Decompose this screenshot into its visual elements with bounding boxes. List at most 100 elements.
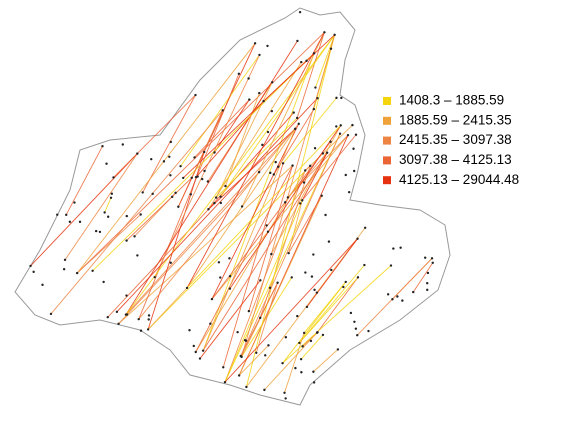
- node: [147, 318, 150, 321]
- flow-line: [214, 99, 250, 153]
- node: [109, 196, 113, 199]
- node: [301, 345, 304, 348]
- node: [423, 256, 427, 259]
- node: [201, 349, 205, 352]
- flow-line: [199, 280, 261, 359]
- flow-line: [76, 31, 325, 274]
- node: [320, 194, 323, 197]
- node: [329, 47, 333, 50]
- node: [207, 208, 210, 211]
- node: [188, 329, 191, 332]
- node: [270, 252, 273, 256]
- node: [302, 181, 306, 184]
- node: [139, 329, 143, 332]
- flow-line: [241, 277, 293, 358]
- node: [313, 147, 317, 150]
- node: [194, 93, 197, 97]
- node: [213, 151, 216, 154]
- flow-line: [246, 227, 366, 388]
- node: [151, 192, 154, 196]
- node: [292, 111, 295, 114]
- node: [262, 99, 265, 103]
- node: [65, 213, 68, 217]
- node: [333, 33, 336, 37]
- node: [117, 322, 120, 326]
- node: [344, 173, 347, 177]
- node: [121, 143, 124, 146]
- node: [240, 355, 243, 359]
- node: [185, 286, 189, 290]
- node: [426, 288, 429, 292]
- node: [314, 86, 317, 89]
- node: [171, 195, 174, 199]
- node: [29, 264, 32, 268]
- node: [106, 215, 110, 218]
- node: [177, 205, 180, 208]
- node: [300, 371, 303, 374]
- flow-line: [263, 34, 335, 102]
- node: [300, 60, 303, 64]
- node: [78, 220, 82, 224]
- flow-line: [211, 134, 349, 300]
- node: [281, 162, 285, 165]
- node: [91, 269, 94, 272]
- node: [312, 52, 316, 55]
- flow-line: [241, 32, 325, 207]
- node: [169, 140, 172, 144]
- node: [133, 235, 136, 238]
- node: [255, 351, 258, 354]
- node: [356, 333, 359, 337]
- flow-line: [76, 214, 142, 274]
- node: [298, 10, 302, 14]
- node: [125, 294, 128, 297]
- node: [312, 107, 316, 111]
- node: [309, 339, 313, 343]
- node: [169, 261, 172, 264]
- node: [237, 374, 241, 377]
- flow-line: [288, 195, 323, 254]
- node: [305, 59, 308, 63]
- node: [392, 247, 395, 250]
- node: [213, 201, 216, 205]
- node: [106, 315, 109, 319]
- flow-line: [191, 110, 224, 178]
- flow-line: [92, 52, 315, 272]
- node: [190, 176, 193, 179]
- node: [276, 281, 279, 284]
- node: [310, 275, 314, 278]
- node: [354, 327, 358, 330]
- flow-line: [195, 165, 293, 353]
- flow-line: [356, 258, 433, 336]
- node: [347, 190, 351, 194]
- node: [150, 157, 153, 161]
- node: [247, 309, 251, 313]
- flow-line: [30, 153, 138, 267]
- node: [253, 42, 257, 45]
- node: [258, 316, 262, 320]
- node: [206, 180, 210, 183]
- node: [193, 156, 196, 159]
- node: [245, 385, 248, 389]
- region-outline: [14, 7, 451, 406]
- node: [335, 125, 338, 128]
- legend: 1408.3 – 1885.59 1885.59 – 2415.35 2415.35…: [383, 93, 519, 187]
- flow-line: [180, 54, 260, 167]
- node: [295, 116, 299, 120]
- flow-line: [298, 277, 359, 344]
- node: [396, 295, 399, 298]
- node: [324, 213, 327, 217]
- node: [41, 283, 44, 287]
- node: [146, 328, 150, 331]
- flow-line: [238, 195, 323, 376]
- node: [367, 329, 370, 333]
- flow-line: [211, 123, 300, 300]
- node: [352, 169, 356, 173]
- flow-line: [138, 123, 300, 320]
- node: [312, 253, 315, 256]
- flow-line: [202, 53, 315, 351]
- flow-line: [202, 152, 328, 351]
- node: [110, 192, 114, 195]
- node: [219, 276, 222, 279]
- node: [296, 314, 299, 318]
- node: [194, 350, 197, 354]
